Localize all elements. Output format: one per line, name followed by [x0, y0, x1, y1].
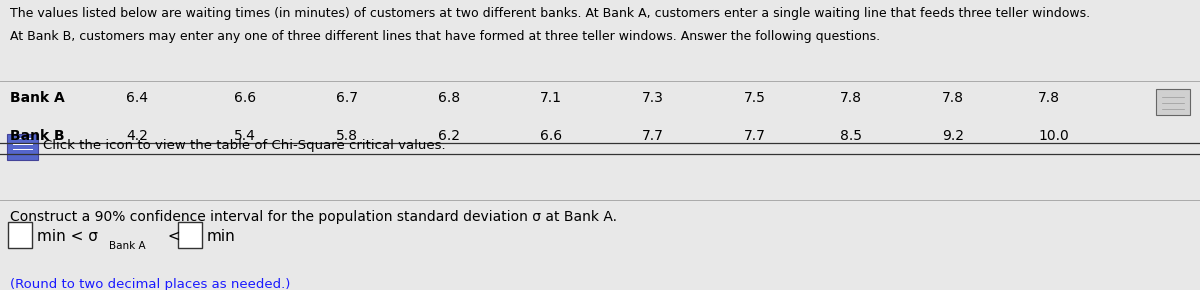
Text: 7.5: 7.5 [744, 91, 766, 105]
Text: min < σ: min < σ [37, 229, 98, 244]
Text: 7.7: 7.7 [744, 129, 766, 143]
Text: 6.6: 6.6 [540, 129, 562, 143]
Text: 7.8: 7.8 [942, 91, 964, 105]
Text: 6.6: 6.6 [234, 91, 256, 105]
Text: Bank A: Bank A [109, 241, 146, 251]
Text: 6.2: 6.2 [438, 129, 460, 143]
FancyBboxPatch shape [1156, 89, 1190, 115]
Text: At Bank B, customers may enter any one of three different lines that have formed: At Bank B, customers may enter any one o… [10, 30, 880, 44]
Text: (Round to two decimal places as needed.): (Round to two decimal places as needed.) [10, 278, 290, 290]
Text: 7.1: 7.1 [540, 91, 562, 105]
Text: 10.0: 10.0 [1038, 129, 1069, 143]
Text: 6.4: 6.4 [126, 91, 148, 105]
FancyBboxPatch shape [8, 222, 32, 248]
FancyBboxPatch shape [178, 222, 202, 248]
Text: 7.3: 7.3 [642, 91, 664, 105]
Text: 5.4: 5.4 [234, 129, 256, 143]
Text: <: < [163, 229, 186, 244]
Text: min: min [206, 229, 235, 244]
Text: 5.8: 5.8 [336, 129, 358, 143]
Text: Click the icon to view the table of Chi-Square critical values.: Click the icon to view the table of Chi-… [43, 139, 446, 152]
Text: Construct a 90% confidence interval for the population standard deviation σ at B: Construct a 90% confidence interval for … [10, 210, 617, 224]
Text: Bank A: Bank A [10, 91, 65, 105]
Text: 6.7: 6.7 [336, 91, 358, 105]
Text: 6.8: 6.8 [438, 91, 460, 105]
Text: 8.5: 8.5 [840, 129, 862, 143]
Text: 4.2: 4.2 [126, 129, 148, 143]
Text: 7.8: 7.8 [840, 91, 862, 105]
FancyBboxPatch shape [7, 134, 38, 160]
Text: 7.7: 7.7 [642, 129, 664, 143]
Text: 9.2: 9.2 [942, 129, 964, 143]
Text: Bank B: Bank B [10, 129, 65, 143]
Text: 7.8: 7.8 [1038, 91, 1060, 105]
Text: The values listed below are waiting times (in minutes) of customers at two diffe: The values listed below are waiting time… [10, 7, 1090, 20]
